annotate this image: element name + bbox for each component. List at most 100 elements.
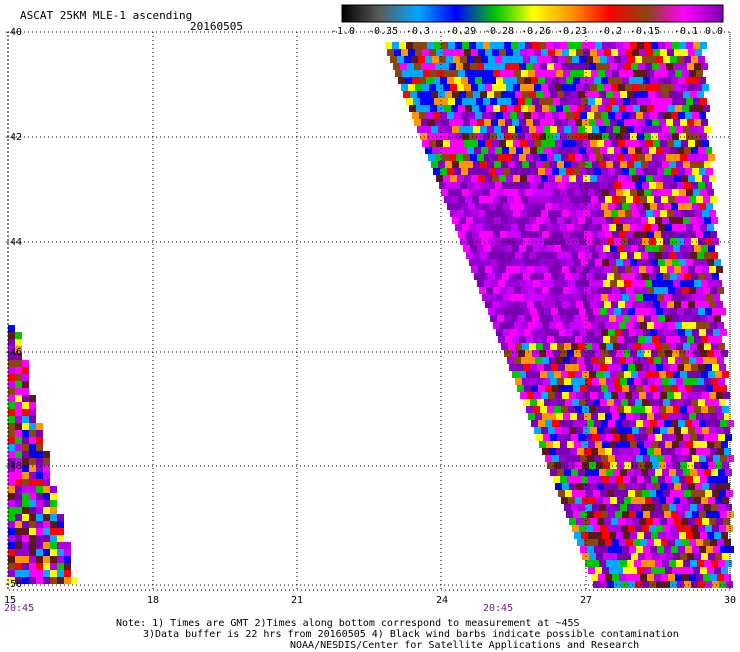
wind-cell <box>404 56 411 63</box>
wind-cell <box>688 175 695 182</box>
wind-cell <box>692 420 699 427</box>
wind-cell <box>721 567 728 574</box>
wind-cell <box>541 392 548 399</box>
wind-cell <box>598 70 605 77</box>
wind-cell <box>592 217 599 224</box>
wind-cell <box>533 245 540 252</box>
wind-cell <box>8 458 15 465</box>
wind-cell <box>629 112 636 119</box>
wind-cell <box>588 42 595 49</box>
wind-cell <box>43 465 50 472</box>
wind-cell <box>701 245 708 252</box>
wind-cell <box>36 458 43 465</box>
wind-cell <box>663 147 670 154</box>
wind-cell <box>22 451 29 458</box>
wind-cell <box>543 378 550 385</box>
wind-cell <box>466 91 473 98</box>
wind-cell <box>429 84 436 91</box>
wind-cell <box>36 472 43 479</box>
wind-cell <box>673 245 680 252</box>
wind-cell <box>593 399 600 406</box>
wind-cell <box>683 560 690 567</box>
wind-cell <box>452 217 459 224</box>
wind-cell <box>722 371 729 378</box>
wind-cell <box>477 119 484 126</box>
wind-cell <box>507 70 514 77</box>
wind-cell <box>651 441 658 448</box>
wind-cell <box>686 441 693 448</box>
wind-cell <box>681 49 688 56</box>
wind-cell <box>601 420 608 427</box>
wind-cell <box>695 301 702 308</box>
wind-cell <box>675 357 682 364</box>
wind-cell <box>538 329 545 336</box>
wind-cell <box>689 105 696 112</box>
wind-cell <box>719 399 726 406</box>
wind-cell <box>701 406 708 413</box>
wind-cell <box>600 273 607 280</box>
wind-cell <box>657 546 664 553</box>
wind-cell <box>15 402 22 409</box>
wind-cell <box>43 542 50 549</box>
wind-cell <box>464 49 471 56</box>
wind-cell <box>537 147 544 154</box>
wind-cell <box>694 154 701 161</box>
wind-cell <box>643 385 650 392</box>
wind-cell <box>657 385 664 392</box>
wind-cell <box>695 140 702 147</box>
wind-cell <box>612 196 619 203</box>
wind-cell <box>586 238 593 245</box>
wind-cell <box>579 364 586 371</box>
wind-cell <box>582 371 589 378</box>
wind-cell <box>707 350 714 357</box>
wind-cell <box>691 238 698 245</box>
wind-cell <box>601 203 608 210</box>
wind-cell <box>555 210 562 217</box>
wind-cell <box>678 455 685 462</box>
wind-cell <box>563 322 570 329</box>
wind-cell <box>523 147 530 154</box>
wind-cell <box>663 399 670 406</box>
wind-cell <box>22 381 29 388</box>
wind-cell <box>463 63 470 70</box>
wind-cell <box>8 521 15 528</box>
wind-cell <box>605 231 612 238</box>
wind-cell <box>694 336 701 343</box>
wind-cell <box>526 119 533 126</box>
wind-cell <box>657 329 664 336</box>
wind-cell <box>595 532 602 539</box>
wind-cell <box>620 560 627 567</box>
wind-cell <box>8 451 15 458</box>
wind-cell <box>551 308 558 315</box>
y-tick-label: -50 <box>4 579 23 590</box>
wind-cell <box>660 210 667 217</box>
wind-cell <box>557 161 564 168</box>
wind-cell <box>692 511 699 518</box>
wind-cell <box>633 539 640 546</box>
wind-cell <box>648 91 655 98</box>
wind-cell <box>577 231 584 238</box>
wind-cell <box>691 273 698 280</box>
wind-cell <box>629 329 636 336</box>
wind-cell <box>555 483 562 490</box>
wind-cell <box>596 371 603 378</box>
wind-cell <box>696 574 703 581</box>
wind-cell <box>530 147 537 154</box>
wind-cell <box>688 392 695 399</box>
wind-cell <box>698 182 705 189</box>
wind-cell <box>607 308 614 315</box>
wind-cell <box>684 399 691 406</box>
wind-cell <box>692 546 699 553</box>
wind-cell <box>29 395 36 402</box>
wind-cell <box>721 350 728 357</box>
wind-cell <box>558 56 565 63</box>
wind-cell <box>479 231 486 238</box>
wind-cell <box>661 196 668 203</box>
wind-cell <box>526 280 533 287</box>
wind-cell <box>655 343 662 350</box>
wind-cell <box>423 70 430 77</box>
wind-cell <box>519 280 526 287</box>
wind-cell <box>29 535 36 542</box>
wind-cell <box>564 126 571 133</box>
wind-cell <box>554 336 561 343</box>
